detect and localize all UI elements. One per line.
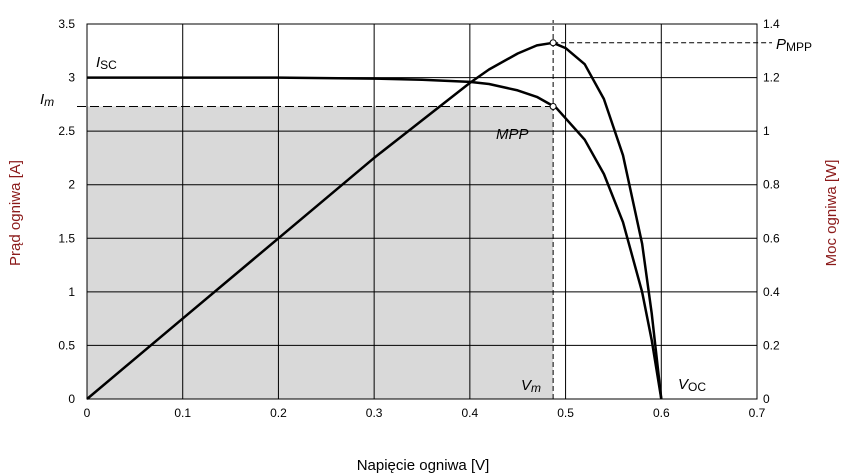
curves xyxy=(86,39,663,400)
x-tick-label: 0.4 xyxy=(462,406,479,420)
y-left-tick-label: 2 xyxy=(68,178,75,192)
x-tick-label: 0 xyxy=(84,406,91,420)
x-tick-label: 0.5 xyxy=(557,406,574,420)
y-right-tick-label: 0.2 xyxy=(763,338,780,352)
voc-label: VOC xyxy=(678,376,706,394)
vm-label: Vm xyxy=(521,377,541,395)
y-right-tick-label: 0 xyxy=(763,392,770,406)
y-right-tick-label: 0.8 xyxy=(763,178,780,192)
plot-frame xyxy=(86,23,758,400)
x-axis-title: Napięcie ogniwa [V] xyxy=(357,457,490,474)
x-tick-label: 0.2 xyxy=(270,406,287,420)
pmpp-label: PMPP xyxy=(776,36,812,54)
mpp-marker-power xyxy=(549,39,557,47)
x-tick-label: 0.7 xyxy=(749,406,766,420)
y-left-tick-label: 1.5 xyxy=(58,231,75,245)
y-left-tick-label: 1 xyxy=(68,285,75,299)
im-label: Im xyxy=(40,91,54,109)
power-curve xyxy=(86,41,663,400)
x-tick-label: 0.3 xyxy=(366,406,383,420)
y-left-tick-label: 0.5 xyxy=(58,338,75,352)
tick-labels: 0 0.1 0.2 0.3 0.4 0.5 0.6 0.700.511.522.533.500… xyxy=(58,17,780,420)
y-right-tick-label: 0.4 xyxy=(763,285,780,299)
x-tick-label: 0.1 xyxy=(174,406,191,420)
y-right-tick-label: 1 xyxy=(763,124,770,138)
x-tick-label: 0.6 xyxy=(653,406,670,420)
y-right-tick-label: 1.4 xyxy=(763,17,780,31)
y-left-tick-label: 0 xyxy=(68,392,75,406)
y-left-tick-label: 3.5 xyxy=(58,17,75,31)
grid-lines xyxy=(86,23,758,400)
isc-label: ISC xyxy=(96,54,117,72)
mpp-marker-current xyxy=(549,103,557,110)
y-left-tick-label: 3 xyxy=(68,71,75,85)
mpp-reference-lines xyxy=(77,20,772,399)
y-right-axis-title: Moc ogniwa [W] xyxy=(823,160,840,267)
y-right-tick-label: 1.2 xyxy=(763,71,780,85)
y-right-tick-label: 0.6 xyxy=(763,231,780,245)
mpp-label: MPP xyxy=(496,126,529,143)
y-left-axis-title: Prąd ogniwa [A] xyxy=(7,160,24,266)
y-left-tick-label: 2.5 xyxy=(58,124,75,138)
shaded-area xyxy=(87,106,554,399)
current-curve xyxy=(87,76,663,400)
